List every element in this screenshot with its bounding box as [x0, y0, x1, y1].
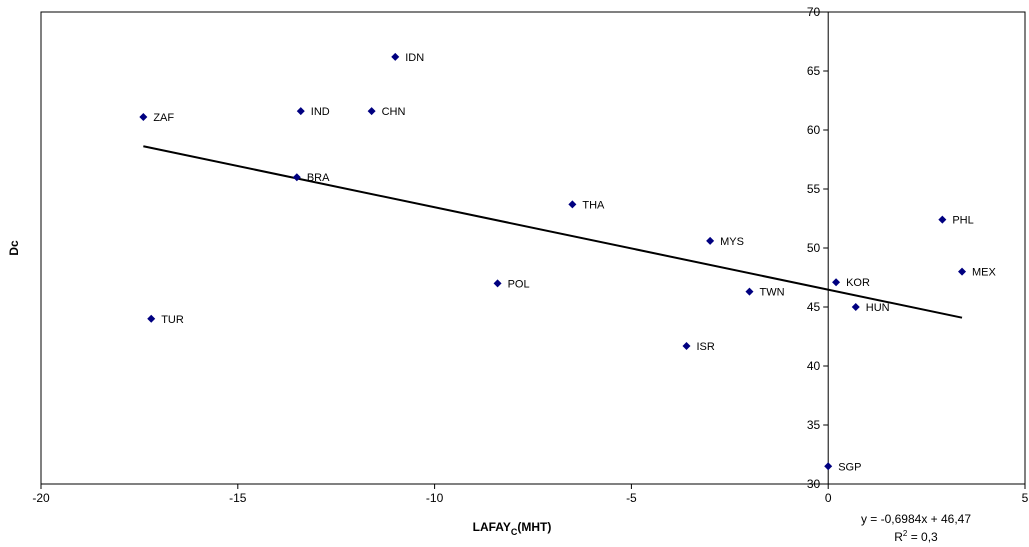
data-point-bra	[292, 173, 301, 182]
r2-prefix: R	[894, 530, 903, 544]
x-tick-label: 0	[825, 491, 832, 505]
x-tick-label: -15	[229, 491, 247, 505]
point-label-ind: IND	[311, 106, 330, 118]
data-point-chn	[367, 107, 376, 116]
point-label-tha: THA	[582, 199, 605, 211]
y-tick-label: 50	[807, 241, 821, 255]
point-label-mex: MEX	[972, 267, 997, 279]
trendline-equation: y = -0,6984x + 46,47	[861, 512, 971, 526]
y-tick-label: 55	[807, 182, 821, 196]
point-label-mys: MYS	[720, 236, 744, 248]
points-group: ZAF IND CHN IDN BRA THA MYS POL TUR TWN ISR KOR HUN P…	[139, 52, 997, 473]
point-label-pol: POL	[508, 278, 530, 290]
x-axis-label-suffix: (MHT)	[517, 520, 551, 534]
x-tick-label: 5	[1022, 491, 1029, 505]
data-point-isr	[682, 341, 691, 350]
trendline	[143, 145, 963, 319]
point-label-bra: BRA	[307, 172, 330, 184]
y-tick-label: 45	[807, 300, 821, 314]
data-point-mys	[706, 236, 715, 245]
data-point-twn	[745, 287, 754, 296]
data-point-phl	[938, 215, 947, 224]
y-tick-label: 70	[807, 5, 821, 19]
y-tick-label: 40	[807, 359, 821, 373]
x-axis-label-main: LAFAY	[473, 520, 511, 534]
point-label-idn: IDN	[405, 52, 424, 64]
axes-group: 30 35 40 45 50 55 60 65 70 -20 -15 -10 -5 0 5	[32, 5, 1028, 505]
x-tick-label: -20	[32, 491, 50, 505]
y-tick-label: 30	[807, 477, 821, 491]
data-point-zaf	[139, 113, 148, 122]
point-label-hun: HUN	[866, 302, 890, 314]
x-axis-label-subscript: C	[511, 527, 518, 537]
data-point-hun	[851, 303, 860, 311]
y-axis-label: Dc	[7, 240, 21, 256]
point-label-kor: KOR	[846, 277, 870, 289]
point-label-zaf: ZAF	[153, 112, 174, 124]
x-tick-label: -10	[426, 491, 444, 505]
x-tick-label: -5	[626, 491, 637, 505]
trendline-r2: R2 = 0,3	[894, 529, 938, 544]
data-point-kor	[832, 278, 841, 287]
data-point-idn	[391, 52, 400, 61]
point-label-phl: PHL	[952, 215, 973, 227]
data-point-sgp	[824, 462, 833, 471]
point-label-sgp: SGP	[838, 461, 861, 473]
r2-superscript: 2	[903, 529, 908, 538]
data-point-pol	[493, 279, 502, 288]
point-label-chn: CHN	[382, 106, 406, 118]
point-label-twn: TWN	[759, 287, 784, 299]
plot-area-frame	[40, 11, 1026, 485]
data-point-mex	[958, 267, 967, 276]
y-tick-label: 35	[807, 418, 821, 432]
point-label-tur: TUR	[161, 314, 184, 326]
y-tick-label: 60	[807, 123, 821, 137]
x-axis-label: LAFAYC(MHT)	[473, 520, 552, 537]
point-label-isr: ISR	[697, 341, 715, 353]
data-point-tur	[147, 314, 156, 323]
r2-suffix: = 0,3	[907, 530, 938, 544]
y-tick-label: 65	[807, 64, 821, 78]
data-point-ind	[296, 107, 305, 116]
data-point-tha	[568, 200, 577, 209]
